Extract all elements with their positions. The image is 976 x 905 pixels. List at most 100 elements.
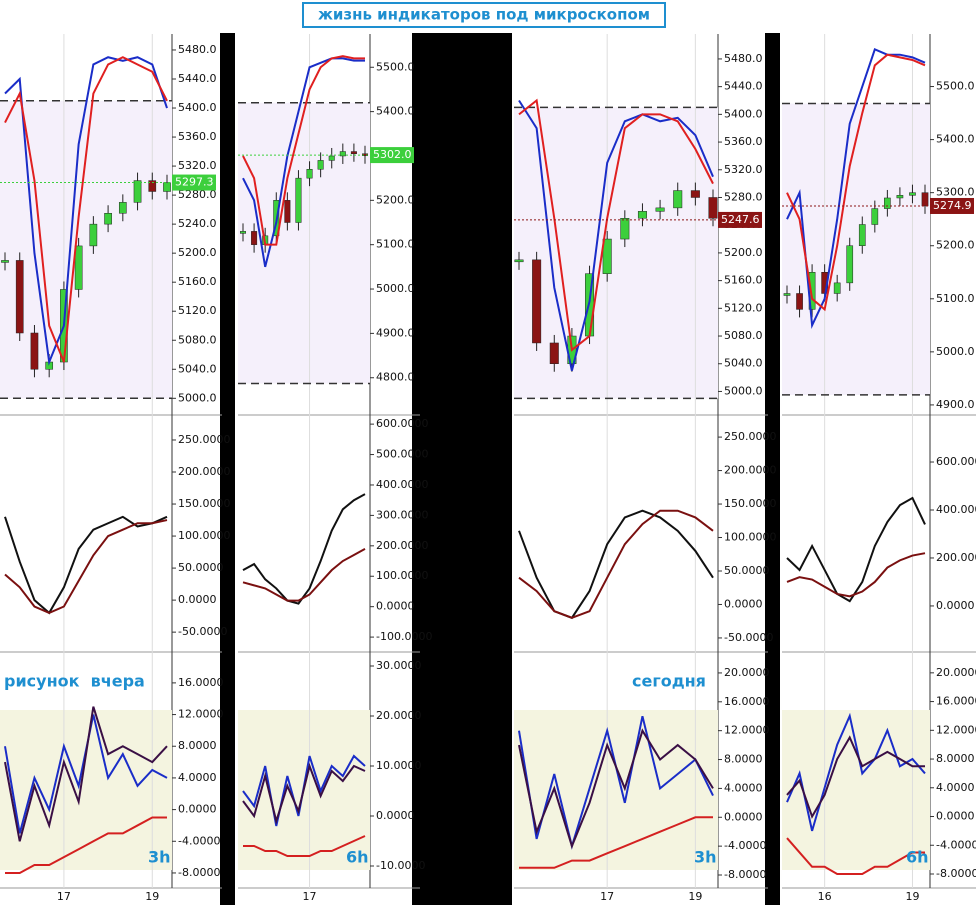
candle — [74, 245, 83, 290]
separator — [412, 33, 512, 905]
x-tick-label: 19 — [905, 890, 919, 903]
timeframe: 3h — [148, 848, 171, 867]
candle — [871, 208, 879, 225]
indicator-line — [786, 837, 925, 875]
y-tick-label: -50.0000 — [178, 625, 227, 638]
y-tick-label: 5280.0 — [178, 188, 217, 201]
candle — [896, 195, 904, 199]
y-tick-label: 5400.0 — [724, 107, 763, 120]
y-tick-label: 5500.0 — [936, 80, 975, 93]
y-tick-label: 4800.0 — [376, 371, 415, 384]
candle — [532, 259, 542, 344]
candle — [284, 200, 291, 223]
candle — [148, 180, 157, 192]
y-tick-label: 5100.0 — [376, 238, 415, 251]
last-price-badge — [718, 211, 762, 228]
y-tick-label: 50.0000 — [178, 561, 224, 574]
title-box — [302, 2, 666, 28]
indicator-line — [518, 509, 714, 619]
annotation: сегодня — [632, 672, 706, 691]
y-tick-label: -8.0000 — [724, 868, 766, 881]
candle — [295, 177, 302, 223]
candle — [620, 218, 630, 240]
y-tick-label: 5320.0 — [178, 159, 217, 172]
indicator-line — [242, 55, 365, 246]
candle — [884, 197, 891, 209]
title: жизнь индикаторов под микроскопом — [318, 6, 650, 24]
y-tick-label: 100.0000 — [178, 529, 231, 542]
indicator-line — [786, 496, 926, 603]
y-tick-label: 5120.0 — [178, 304, 217, 317]
y-tick-label: 5360.0 — [724, 135, 763, 148]
y-tick-label: 5480.0 — [178, 43, 217, 56]
y-tick-label: 250.0000 — [724, 430, 777, 443]
y-tick-label: 16.0000 — [936, 695, 976, 708]
candle — [306, 169, 313, 179]
candle — [118, 202, 127, 214]
y-tick-label: 0.0000 — [178, 593, 217, 606]
y-tick-label: 5000.0 — [376, 282, 415, 295]
x-tick-label: 17 — [303, 890, 317, 903]
y-tick-label: -8.0000 — [178, 866, 220, 879]
y-tick-label: -4.0000 — [936, 838, 976, 851]
y-tick-label: 10.0000 — [376, 759, 422, 772]
y-tick-label: 5080.0 — [724, 329, 763, 342]
indicator-line — [786, 552, 926, 598]
y-tick-label: 0.0000 — [724, 597, 763, 610]
indicator-line — [786, 712, 926, 832]
indicator-line — [518, 509, 714, 620]
y-tick-label: 5000.0 — [178, 391, 217, 404]
y-tick-label: -50.0000 — [724, 631, 773, 644]
band-area — [782, 103, 930, 395]
y-tick-label: 5440.0 — [178, 72, 217, 85]
y-tick-label: 300.0000 — [376, 508, 429, 521]
y-tick-label: 4.0000 — [936, 781, 975, 794]
indicator-line — [786, 735, 925, 819]
y-tick-label: 5480.0 — [724, 52, 763, 65]
y-tick-label: 150.0000 — [724, 497, 777, 510]
y-tick-label: 4900.0 — [936, 398, 975, 411]
y-tick-label: 400.0000 — [936, 503, 976, 516]
y-tick-label: 200.0000 — [376, 539, 429, 552]
last-price-badge — [370, 147, 414, 164]
y-tick-label: -4.0000 — [178, 834, 220, 847]
timeframe: 3h — [694, 848, 717, 867]
candle — [655, 207, 665, 212]
last-price-label: 5247.6 — [721, 213, 760, 226]
y-tick-label: 500.0000 — [376, 448, 429, 461]
y-tick-label: 5200.0 — [178, 246, 217, 259]
y-tick-label: 4.0000 — [724, 781, 763, 794]
y-tick-label: 5200.0 — [376, 193, 415, 206]
y-tick-label: 12.0000 — [724, 724, 770, 737]
y-tick-label: 12.0000 — [178, 708, 224, 721]
indicator-line — [4, 515, 168, 615]
y-tick-label: 8.0000 — [178, 739, 217, 752]
band-area — [514, 107, 718, 399]
candle — [708, 197, 718, 219]
y-tick-label: 100.0000 — [724, 531, 777, 544]
candle — [15, 260, 24, 334]
indicator-line — [518, 99, 714, 371]
y-tick-label: 200.0000 — [936, 551, 976, 564]
indicator-line — [786, 53, 926, 312]
last-price-label: 5297.3 — [175, 176, 214, 189]
y-tick-label: 5400.0 — [376, 105, 415, 118]
last-price-label: 5302.0 — [373, 148, 412, 161]
y-tick-label: 100.0000 — [376, 569, 429, 582]
y-tick-label: 5160.0 — [178, 275, 217, 288]
y-tick-label: 4.0000 — [178, 771, 217, 784]
indicator-line — [4, 706, 168, 842]
y-tick-label: 20.0000 — [936, 666, 976, 679]
y-tick-label: -8.0000 — [936, 867, 976, 880]
y-tick-label: 5120.0 — [724, 301, 763, 314]
y-tick-label: 5200.0 — [936, 239, 975, 252]
candle — [602, 238, 612, 274]
y-tick-label: 5200.0 — [724, 246, 763, 259]
x-tick-label: 19 — [688, 890, 702, 903]
candle — [909, 192, 916, 196]
separator — [220, 33, 235, 905]
y-tick-label: 5360.0 — [178, 130, 217, 143]
y-tick-label: 5000.0 — [936, 345, 975, 358]
candle — [783, 293, 791, 296]
y-tick-label: 0.0000 — [376, 600, 415, 613]
